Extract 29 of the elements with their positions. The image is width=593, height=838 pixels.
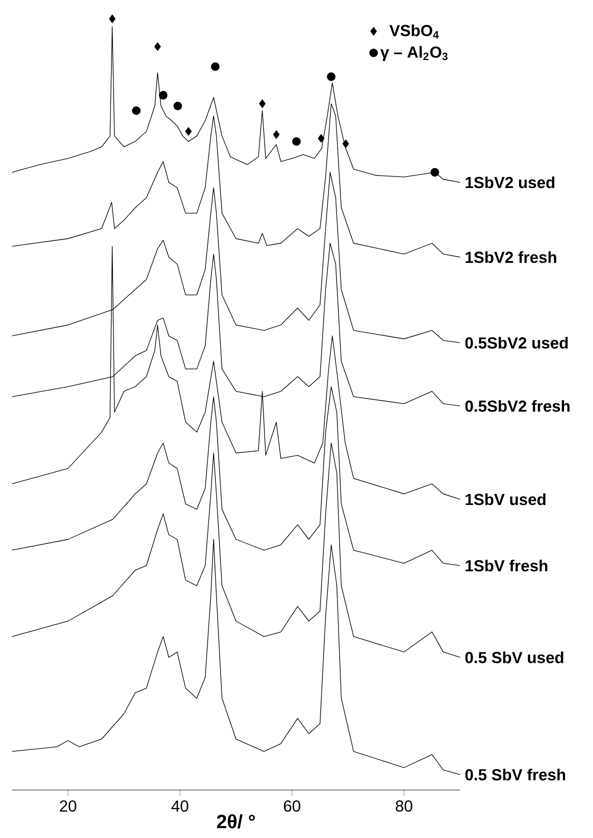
series-label: 1SbV2 fresh [466,251,556,263]
point [173,102,182,110]
point [273,130,280,139]
point [158,90,168,100]
series-label: 1SbV2 used [466,176,554,188]
point [326,72,336,81]
series-label: 0.5SbV2 fresh [465,400,570,412]
x-tick-label: 60 [284,800,300,812]
x-axis-title: 2θ/ ° [216,814,255,829]
point [154,42,161,51]
legend-label: γ – Al$_{2}$O$_{3}$ [380,46,448,61]
x-tick-label: 40 [171,800,188,812]
legend-label: VSbO$_{4}$ [389,24,439,38]
series-label: 1SbV fresh [466,560,548,572]
x-tick-label: 80 [396,800,412,812]
series-label: 0.5 SbV used [465,651,564,664]
series-label: 0.5SbV2 used [465,336,568,349]
point [318,134,324,143]
x-tick-label: 20 [60,800,76,812]
point [211,62,220,71]
point [292,137,301,146]
point [430,168,440,177]
point [259,99,266,108]
point [185,127,192,136]
point [342,140,350,148]
point [108,14,116,24]
series-label: 1SbV used [466,493,546,506]
series-label: 0.5 SbV fresh [465,768,566,780]
point [132,106,141,115]
